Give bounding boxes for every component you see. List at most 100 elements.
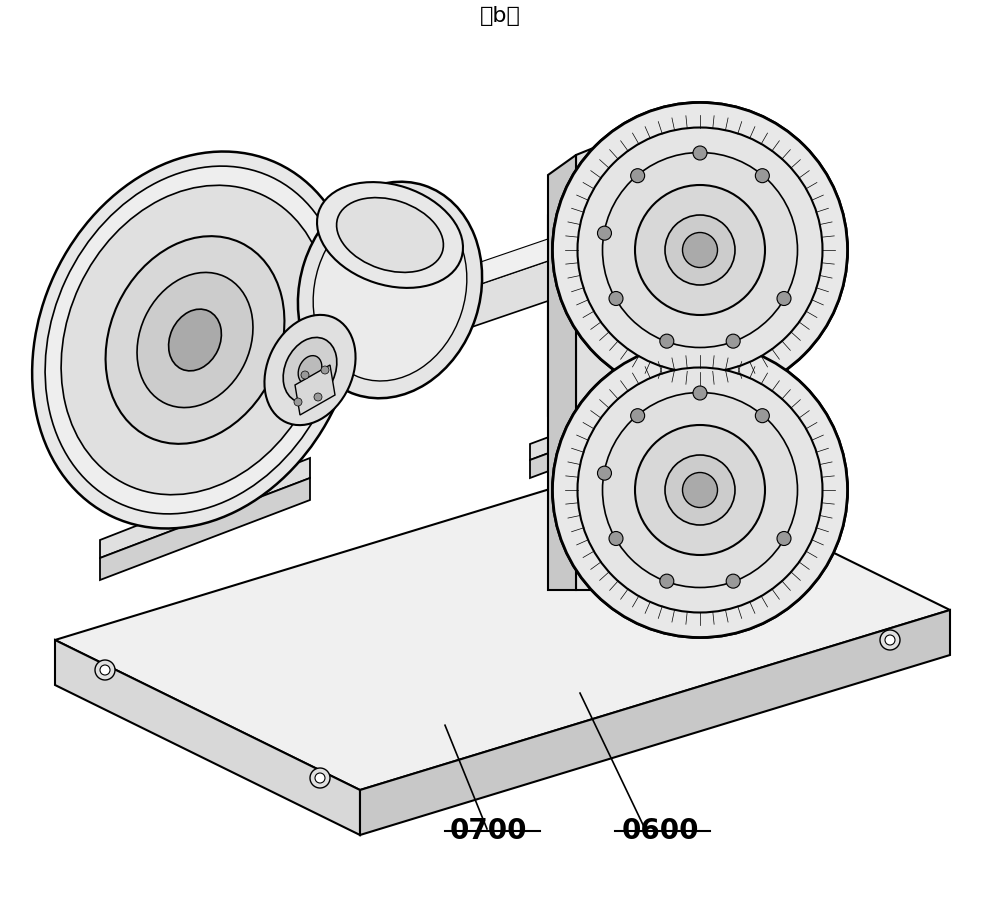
Circle shape [315, 773, 325, 783]
Circle shape [777, 532, 791, 545]
Circle shape [609, 292, 623, 306]
Circle shape [609, 292, 623, 306]
Circle shape [693, 146, 707, 160]
Ellipse shape [665, 215, 735, 285]
Circle shape [631, 409, 645, 422]
Ellipse shape [665, 215, 735, 285]
Circle shape [314, 393, 322, 401]
Ellipse shape [264, 315, 356, 425]
Polygon shape [548, 145, 700, 215]
Polygon shape [530, 382, 740, 478]
Polygon shape [548, 195, 580, 415]
Ellipse shape [578, 128, 822, 373]
Polygon shape [548, 155, 576, 590]
Ellipse shape [283, 338, 337, 403]
Circle shape [755, 169, 769, 183]
Ellipse shape [137, 273, 253, 408]
Ellipse shape [635, 425, 765, 555]
Circle shape [777, 292, 791, 306]
Ellipse shape [578, 128, 822, 373]
Circle shape [597, 226, 611, 241]
Ellipse shape [337, 197, 443, 273]
Ellipse shape [578, 367, 822, 612]
Circle shape [630, 458, 650, 478]
Polygon shape [100, 458, 310, 558]
Ellipse shape [635, 185, 765, 315]
Ellipse shape [565, 355, 835, 625]
Ellipse shape [665, 455, 735, 525]
Ellipse shape [298, 355, 322, 385]
Text: 0600: 0600 [621, 816, 699, 845]
Circle shape [597, 466, 611, 480]
Ellipse shape [552, 103, 848, 397]
Polygon shape [100, 478, 310, 580]
Ellipse shape [298, 182, 482, 398]
Circle shape [95, 660, 115, 680]
Ellipse shape [169, 309, 221, 371]
Polygon shape [150, 220, 270, 490]
Ellipse shape [552, 342, 848, 637]
Polygon shape [55, 640, 360, 835]
Circle shape [790, 485, 810, 505]
Ellipse shape [313, 199, 467, 381]
Polygon shape [360, 610, 950, 835]
Circle shape [609, 532, 623, 545]
Circle shape [108, 480, 128, 500]
Ellipse shape [682, 473, 718, 508]
Circle shape [693, 386, 707, 400]
Circle shape [310, 768, 330, 788]
Polygon shape [55, 460, 950, 790]
Circle shape [631, 169, 645, 183]
Ellipse shape [682, 232, 718, 267]
Circle shape [880, 630, 900, 650]
Circle shape [726, 574, 740, 588]
Circle shape [301, 371, 309, 379]
Ellipse shape [602, 393, 798, 588]
Circle shape [631, 409, 645, 422]
Circle shape [885, 635, 895, 645]
Polygon shape [580, 145, 700, 395]
Circle shape [755, 409, 769, 422]
Ellipse shape [602, 393, 798, 588]
Circle shape [609, 532, 623, 545]
Circle shape [660, 334, 674, 348]
Circle shape [113, 485, 123, 495]
Ellipse shape [665, 455, 735, 525]
Ellipse shape [635, 425, 765, 555]
Circle shape [321, 366, 329, 374]
Circle shape [660, 334, 674, 348]
Circle shape [294, 398, 302, 406]
Ellipse shape [682, 232, 718, 267]
Circle shape [755, 169, 769, 183]
Circle shape [100, 665, 110, 675]
Ellipse shape [602, 152, 798, 348]
Circle shape [597, 226, 611, 241]
Circle shape [660, 574, 674, 588]
Circle shape [726, 334, 740, 348]
Ellipse shape [552, 103, 848, 397]
Circle shape [795, 490, 805, 500]
Circle shape [693, 146, 707, 160]
Circle shape [777, 292, 791, 306]
Ellipse shape [61, 185, 329, 495]
Polygon shape [295, 365, 335, 415]
Circle shape [660, 574, 674, 588]
Ellipse shape [578, 367, 822, 612]
Circle shape [777, 532, 791, 545]
Ellipse shape [317, 182, 463, 288]
Polygon shape [576, 105, 700, 590]
Circle shape [635, 463, 645, 473]
Circle shape [631, 169, 645, 183]
Ellipse shape [635, 185, 765, 315]
Ellipse shape [565, 115, 835, 385]
Ellipse shape [106, 236, 284, 443]
Polygon shape [200, 250, 580, 420]
Ellipse shape [682, 473, 718, 508]
Circle shape [726, 574, 740, 588]
Circle shape [755, 409, 769, 422]
Ellipse shape [602, 152, 798, 348]
Polygon shape [200, 228, 580, 380]
Polygon shape [530, 366, 740, 460]
Ellipse shape [552, 342, 848, 637]
Polygon shape [115, 220, 270, 290]
